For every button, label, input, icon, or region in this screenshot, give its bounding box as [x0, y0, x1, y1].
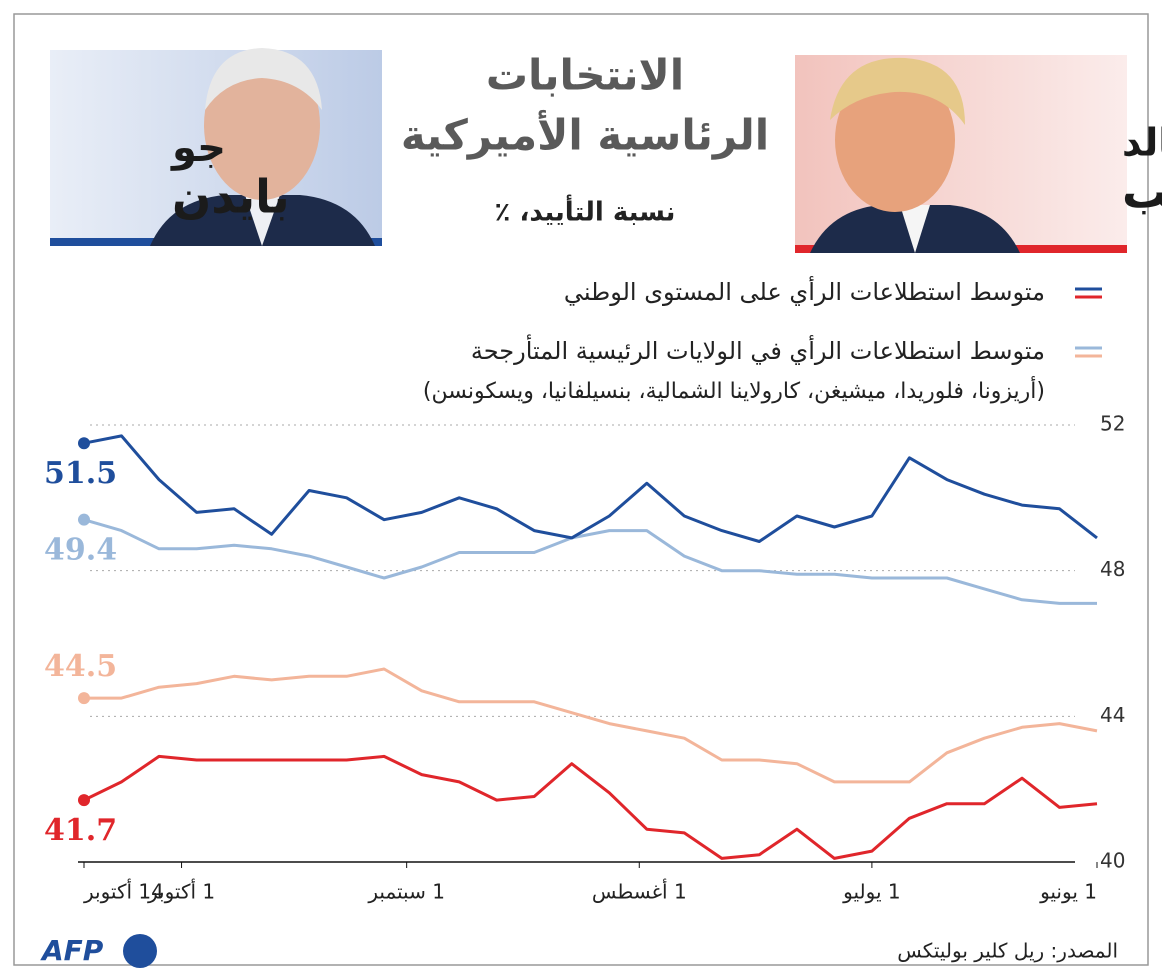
- x-tick-label: 14 أكتوبر: [83, 879, 164, 904]
- series-line: [83, 434, 1098, 543]
- end-dot: [78, 437, 90, 450]
- candidate-last-name: ترامب: [1122, 165, 1162, 219]
- biden-panel: جو بايدن: [50, 48, 382, 246]
- title: الرئاسية الأميركية: [401, 110, 769, 161]
- x-tick-label: 1 أغسطس: [592, 879, 687, 904]
- series-line: [84, 667, 1098, 784]
- source: المصدر: ريل كلير بوليتكس: [897, 939, 1118, 963]
- series-line: [83, 754, 1098, 860]
- legend-label: متوسط استطلاعات الرأي في الولايات الرئيس…: [471, 334, 1045, 365]
- candidate-first-name: دونالد: [1122, 121, 1162, 166]
- x-tick-label: 1 أكتوبر: [147, 879, 215, 904]
- value-label: 44.5: [44, 649, 117, 684]
- y-tick-label: 44: [1100, 703, 1125, 727]
- value-label: 41.7: [44, 813, 117, 848]
- legend-note: (أريزونا، فلوريدا، ميشيغن، كارولاينا الش…: [423, 376, 1045, 404]
- x-tick-label: 1 يونيو: [1039, 880, 1097, 904]
- subtitle: نسبة التأييد، ٪: [495, 195, 676, 228]
- end-dot: [78, 794, 90, 807]
- x-tick-label: 1 سبتمبر: [367, 880, 445, 904]
- frame: [13, 13, 1149, 966]
- candidate-last-name: بايدن: [172, 170, 290, 224]
- y-tick-label: 40: [1100, 849, 1125, 873]
- x-tick-label: 1 يوليو: [842, 880, 900, 904]
- title: الانتخابات: [486, 51, 684, 100]
- y-tick-label: 48: [1100, 557, 1125, 581]
- legend-label: متوسط استطلاعات الرأي على المستوى الوطني: [564, 276, 1045, 306]
- value-label: 49.4: [44, 533, 117, 568]
- end-dot: [78, 692, 90, 705]
- y-tick-label: 52: [1100, 412, 1125, 436]
- logo: AFP: [40, 934, 104, 967]
- end-dot: [78, 513, 90, 526]
- series-line: [83, 518, 1097, 605]
- trump-panel: دونالد ترامب: [795, 55, 1162, 253]
- logo-dot: [123, 934, 157, 968]
- value-label: 51.5: [44, 456, 117, 491]
- candidate-first-name: جو: [170, 125, 226, 171]
